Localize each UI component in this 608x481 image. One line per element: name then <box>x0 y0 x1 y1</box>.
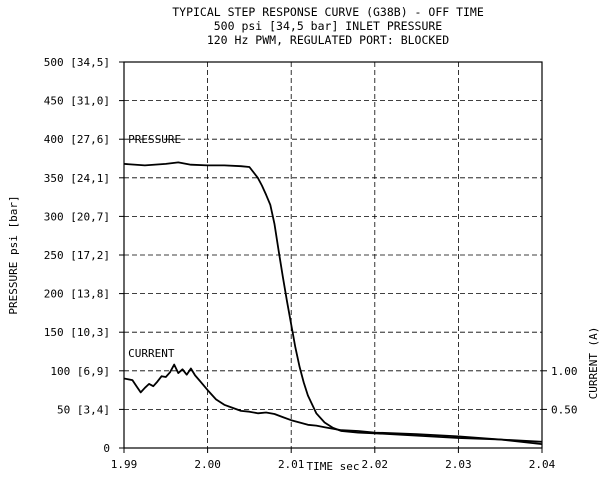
chart-subtitle-pwm: 120 Hz PWM, REGULATED PORT: BLOCKED <box>207 33 449 47</box>
x-tick-label: 2.01 <box>278 458 305 471</box>
y-tick-label: 50 [3,4] <box>57 403 110 416</box>
y-tick-label: 400 [27,6] <box>44 133 110 146</box>
y-right-tick-label: 1.00 <box>551 365 578 378</box>
axis-ticks: 0 50 [3,4] 100 [6,9] 150 [10,3] 200 [13,8] 25… <box>44 56 578 471</box>
x-tick-label: 2.02 <box>362 458 389 471</box>
y-tick-label: 500 [34,5] <box>44 56 110 69</box>
grid-lines <box>124 62 542 448</box>
y-tick-label: 0 <box>103 442 110 455</box>
series-lines <box>123 161 543 445</box>
y-tick-label: 150 [10,3] <box>44 326 110 339</box>
x-axis-label: TIME sec <box>307 460 360 473</box>
y-right-tick-label: 0.50 <box>551 403 578 416</box>
x-tick-label: 2.04 <box>529 458 556 471</box>
y-tick-label: 300 [20,7] <box>44 210 110 223</box>
x-tick-label: 2.00 <box>194 458 221 471</box>
series-annotations: PRESSURE CURRENT <box>128 133 181 360</box>
chart-title: TYPICAL STEP RESPONSE CURVE (G38B) - OFF… <box>172 5 484 19</box>
y-axis-right-label: CURRENT (A) <box>587 327 600 400</box>
chart-subtitle-inlet-pressure: 500 psi [34,5 bar] INLET PRESSURE <box>214 19 443 33</box>
y-tick-label: 200 [13,8] <box>44 288 110 301</box>
x-tick-label: 1.99 <box>111 458 138 471</box>
series-line-pressure <box>123 161 543 443</box>
series-line-current <box>123 363 543 445</box>
y-tick-label: 250 [17,2] <box>44 249 110 262</box>
y-tick-label: 350 [24,1] <box>44 172 110 185</box>
y-tick-label: 450 [31,0] <box>44 95 110 108</box>
annotation-pressure: PRESSURE <box>128 133 181 146</box>
y-tick-label: 100 [6,9] <box>50 365 110 378</box>
annotation-current: CURRENT <box>128 347 175 360</box>
x-tick-label: 2.03 <box>445 458 472 471</box>
y-axis-label: PRESSURE psi [bar] <box>7 195 20 314</box>
